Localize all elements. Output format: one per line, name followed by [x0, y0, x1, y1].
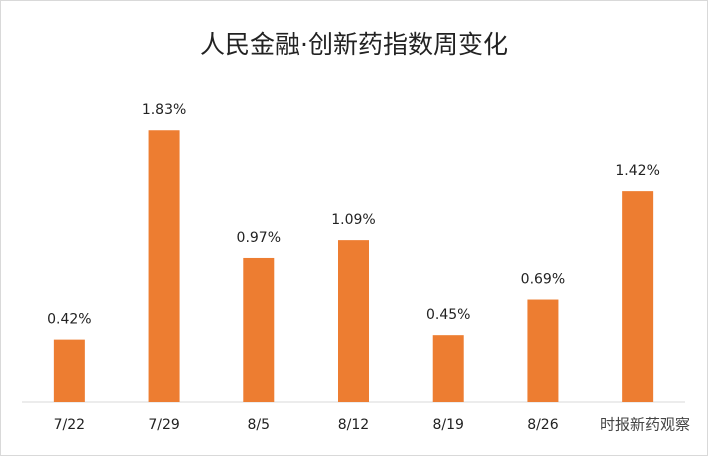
bar — [622, 191, 654, 402]
value-label: 0.97% — [237, 230, 281, 246]
value-label: 1.42% — [615, 163, 659, 179]
watermark: 时报新药观察 — [600, 416, 690, 434]
value-label: 0.45% — [426, 307, 470, 323]
x-tick-label: 8/19 — [432, 417, 463, 433]
bar — [148, 130, 180, 402]
bar — [527, 299, 559, 402]
x-tick-label: 8/12 — [338, 417, 369, 433]
x-tick-label: 7/29 — [148, 417, 179, 433]
value-label: 0.69% — [521, 272, 565, 288]
value-label: 0.42% — [47, 312, 91, 328]
value-label: 1.09% — [331, 212, 375, 228]
x-tick-label: 7/22 — [54, 417, 85, 433]
bar — [53, 339, 85, 402]
value-label: 1.83% — [142, 102, 186, 118]
bar — [432, 335, 464, 402]
x-tick-label: 8/26 — [527, 417, 559, 433]
x-tick-label: 8/5 — [248, 417, 271, 433]
bar — [243, 257, 275, 402]
chart-title: 人民金融·创新药指数周变化 — [200, 30, 508, 59]
bar — [338, 240, 369, 402]
